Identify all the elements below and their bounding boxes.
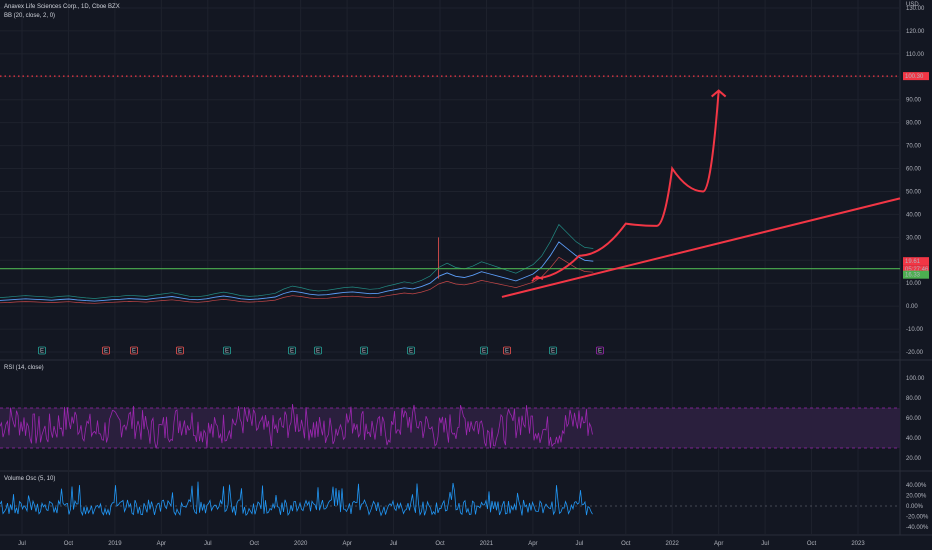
price-tick-label: -10.00 [906,327,924,333]
target-price-tag-bg [903,72,929,81]
earnings-marker-letter: E [178,349,182,355]
projection-path [532,90,720,280]
time-tick-label: 2019 [108,541,122,547]
earnings-marker [288,346,296,355]
price-line [0,241,594,302]
countdown-tag-bg [903,265,929,274]
rsi-tick-label: 40.00 [906,436,922,442]
time-tick-label: Apr [342,541,351,547]
trendline-drawing [501,197,901,298]
time-tick-label: 2022 [666,541,680,547]
time-tick-label: Oct [621,541,631,547]
last-price-tag-bg [903,257,929,266]
rsi-band [0,408,900,448]
small-arrowhead [531,275,544,282]
symbol-title: Anavex Life Sciences Corp., 1D, Cboe BZX [4,4,120,10]
time-tick-label: Apr [714,541,723,547]
earnings-marker [130,346,138,355]
price-tick-label: 60.00 [906,167,922,173]
price-tick-label: 130.00 [906,6,925,12]
bb-indicator-label: BB (20, close, 2, 0) [4,13,56,19]
earnings-marker-letter: E [290,349,294,355]
earnings-marker-letter: E [40,349,44,355]
earnings-marker [480,346,488,355]
target-price-tag: 100.30 [905,74,924,80]
time-tick-label: Jul [204,541,212,547]
earnings-marker [38,346,46,355]
earnings-marker-letter: E [225,349,229,355]
volume-osc-title: Volume Osc (5, 10) [4,476,56,482]
time-tick-label: Jul [18,541,26,547]
vol-tick-label: 40.00% [906,483,927,489]
volume-osc-line [0,481,593,517]
time-tick-label: 2020 [294,541,308,547]
bb-upper-band [0,223,594,299]
price-tick-label: 80.00 [906,121,922,127]
price-tick-label: 0.00 [906,304,918,310]
time-tick-label: Oct [64,541,74,547]
time-tick-label: Oct [435,541,445,547]
vol-tick-label: -20.00% [906,514,929,520]
earnings-marker [503,346,511,355]
rsi-tick-label: 80.00 [906,396,922,402]
vol-tick-label: 0.00% [906,504,924,510]
price-tick-label: 50.00 [906,189,922,195]
earnings-marker [596,346,604,355]
earnings-marker [223,346,231,355]
last-price-tag: 19.61 [905,259,921,265]
earnings-marker-letter: E [551,349,555,355]
time-tick-label: Jul [761,541,769,547]
time-tick-label: Apr [528,541,537,547]
rsi-tick-label: 20.00 [906,456,922,462]
earnings-marker [102,346,110,355]
price-tick-label: 90.00 [906,98,922,104]
price-tick-label: 10.00 [906,281,922,287]
price-tick-label: 70.00 [906,144,922,150]
bb-lower-band [0,256,594,304]
vol-tick-label: 20.00% [906,494,927,500]
projection-arrowhead [711,89,727,98]
rsi-tick-label: 60.00 [906,416,922,422]
rsi-tick-label: 100.00 [906,376,925,382]
rsi-title: RSI (14, close) [4,365,44,371]
price-tick-label: 120.00 [906,29,925,35]
time-tick-label: Oct [250,541,260,547]
earnings-marker [407,346,415,355]
time-tick-label: 2023 [851,541,865,547]
time-tick-label: Jul [390,541,398,547]
time-tick-label: 2021 [480,541,494,547]
earnings-marker-letter: E [409,349,413,355]
time-tick-label: Apr [157,541,166,547]
price-tick-label: 110.00 [906,52,925,58]
earnings-marker-letter: E [598,349,602,355]
earnings-marker-letter: E [505,349,509,355]
earnings-marker-letter: E [316,349,320,355]
earnings-marker [176,346,184,355]
time-tick-label: Jul [575,541,583,547]
support-price-tag-bg [903,270,929,279]
earnings-marker-letter: E [104,349,108,355]
support-price-tag: 16.33 [905,273,921,279]
earnings-marker-letter: E [482,349,486,355]
price-tick-label: 30.00 [906,235,922,241]
currency-label: USD [906,2,919,8]
earnings-marker-letter: E [362,349,366,355]
vol-tick-label: -40.00% [906,525,929,531]
rsi-line [0,403,593,449]
earnings-marker [549,346,557,355]
earnings-marker-letter: E [132,349,136,355]
countdown-tag: 05:27:46 [905,267,929,273]
earnings-marker [360,346,368,355]
price-tick-label: -20.00 [906,350,924,356]
price-tick-label: 40.00 [906,212,922,218]
earnings-marker [314,346,322,355]
time-tick-label: Oct [807,541,817,547]
